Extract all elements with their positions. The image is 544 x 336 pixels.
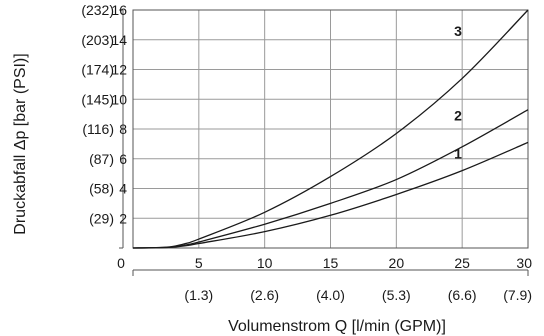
y-secondary-tick-label: (58) (89, 181, 114, 197)
tick-labels: 246810121416(29)(58)(87)(116)(145)(174)(… (81, 2, 532, 303)
y-tick-label: 6 (119, 151, 127, 167)
y-secondary-tick-label: (203) (81, 32, 114, 48)
y-tick-label: 12 (111, 62, 127, 78)
y-tick-label: 14 (111, 32, 127, 48)
x-secondary-tick-label: (5.3) (382, 287, 411, 303)
x-secondary-tick-label: (2.6) (250, 287, 279, 303)
x-tick-label: 5 (195, 255, 203, 271)
x-tick-label: 0 (117, 255, 125, 271)
y-tick-label: 16 (111, 2, 127, 18)
x-tick-label: 30 (516, 255, 532, 271)
y-tick-label: 2 (119, 210, 127, 226)
x-tick-label: 15 (323, 255, 339, 271)
y-secondary-tick-label: (87) (89, 151, 114, 167)
x-secondary-tick-label: (7.9) (503, 287, 532, 303)
y-secondary-tick-label: (174) (81, 62, 114, 78)
grid (133, 9, 529, 248)
y-tick-label: 4 (119, 181, 127, 197)
curve-label-3: 3 (454, 23, 462, 39)
curve-label-2: 2 (454, 107, 462, 123)
x-tick-label: 20 (389, 255, 405, 271)
y-secondary-tick-label: (145) (81, 91, 114, 107)
y-tick-label: 8 (119, 121, 127, 137)
curve-label-1: 1 (454, 146, 462, 162)
x-tick-label: 10 (257, 255, 273, 271)
y-secondary-tick-label: (232) (81, 2, 114, 18)
plot-frame (132, 9, 529, 249)
y-secondary-tick-label: (29) (89, 210, 114, 226)
x-axis-title: Volumenstrom Q [l/min (GPM)] (228, 318, 446, 335)
x-secondary-tick-label: (4.0) (316, 287, 345, 303)
y-secondary-tick-label: (116) (82, 121, 114, 137)
x-secondary-tick-label: (1.3) (184, 287, 213, 303)
curve-3 (132, 9, 529, 249)
x-tick-label: 25 (454, 255, 470, 271)
x-secondary-tick-label: (6.6) (448, 287, 477, 303)
axes (119, 9, 529, 276)
y-axis-title: Druckabfall Δp [bar (PSI)] (12, 53, 29, 234)
y-tick-label: 10 (111, 91, 127, 107)
curves (132, 9, 529, 249)
